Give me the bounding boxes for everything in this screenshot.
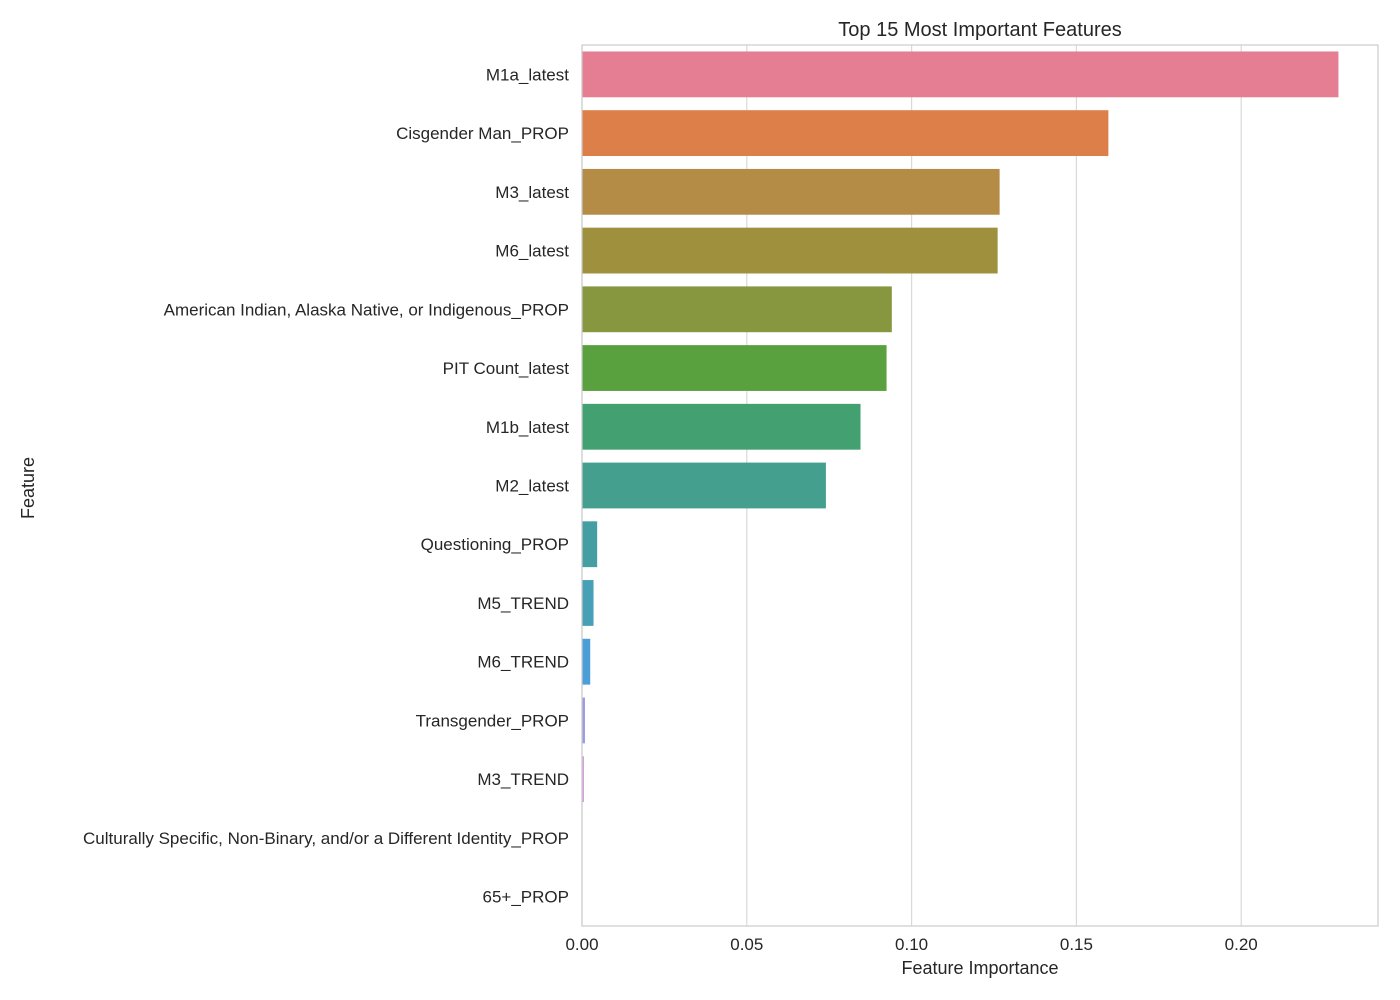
y-tick-label: M3_TREND — [477, 770, 569, 789]
y-tick-label: American Indian, Alaska Native, or Indig… — [164, 300, 569, 319]
bar — [582, 345, 887, 391]
y-tick-label: M5_TREND — [477, 594, 569, 613]
bar — [582, 462, 826, 509]
bar — [582, 756, 584, 803]
y-tick-label: M1a_latest — [486, 65, 569, 84]
bars — [582, 51, 1339, 920]
y-tick-label: M2_latest — [495, 477, 569, 496]
bar — [582, 521, 598, 568]
chart-title: Top 15 Most Important Features — [838, 19, 1121, 41]
bar — [582, 403, 861, 450]
y-tick-label: M6_TREND — [477, 653, 569, 672]
x-axis-label: Feature Importance — [901, 958, 1058, 978]
bar — [582, 168, 1000, 215]
x-tick-label: 0.20 — [1225, 935, 1258, 954]
plot-frame — [581, 44, 1379, 927]
y-tick-label: Questioning_PROP — [421, 535, 569, 554]
bar — [582, 638, 591, 685]
x-tick-labels: 0.00 0.05 0.10 0.15 0.20 — [565, 935, 1257, 954]
y-tick-label: Transgender_PROP — [416, 711, 569, 730]
y-tick-label: PIT Count_latest — [443, 359, 570, 378]
bar — [582, 51, 1339, 98]
y-tick-label: M1b_latest — [486, 418, 569, 437]
x-tick-label: 0.10 — [895, 935, 928, 954]
y-tick-label: 65+_PROP — [483, 888, 569, 907]
x-tick-label: 0.00 — [565, 935, 598, 954]
bar — [582, 110, 1109, 157]
bar — [582, 580, 594, 626]
x-tick-label: 0.15 — [1060, 935, 1093, 954]
y-tick-label: M6_latest — [495, 242, 569, 261]
x-tick-label: 0.05 — [730, 935, 763, 954]
y-tick-label: Culturally Specific, Non-Binary, and/or … — [83, 829, 569, 848]
bar — [582, 697, 585, 744]
y-tick-label: M3_latest — [495, 183, 569, 202]
bar — [582, 286, 892, 333]
y-tick-label: Cisgender Man_PROP — [396, 124, 569, 143]
y-axis-label: Feature — [18, 457, 38, 519]
bar — [582, 227, 998, 274]
y-tick-labels: M1a_latest Cisgender Man_PROP M3_latest M6_… — [83, 65, 569, 906]
